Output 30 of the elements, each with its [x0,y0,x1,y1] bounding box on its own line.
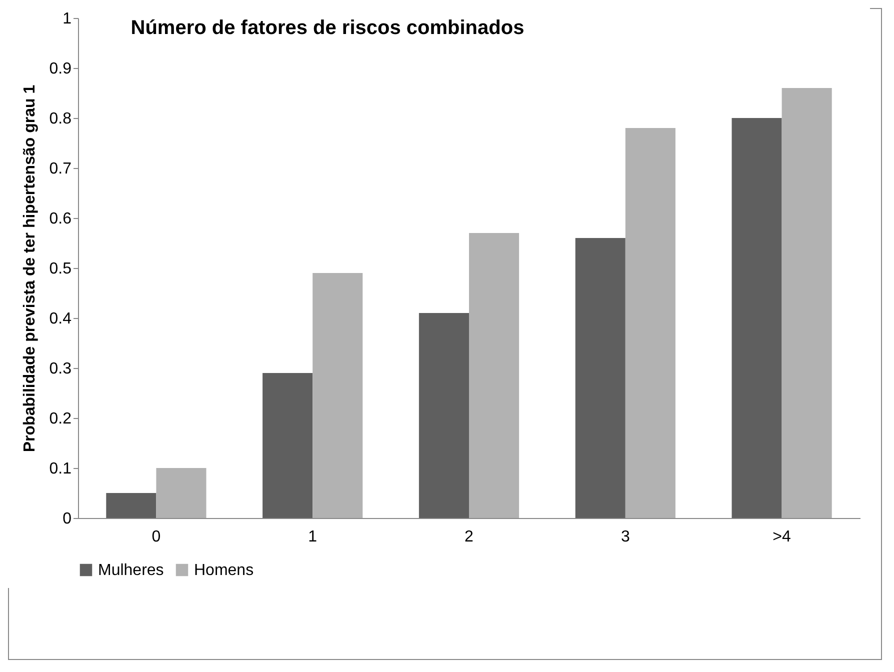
bar [156,468,206,518]
x-tick-label: >4 [772,528,792,546]
bar [469,233,520,518]
x-tick-label: 3 [620,528,630,546]
y-tick-label: 0.2 [49,410,72,428]
chart-title: Número de fatores de riscos combinados [130,17,524,39]
bar [782,88,832,518]
x-tick-label: 2 [464,528,474,546]
bar [312,273,363,518]
legend-label: Homens [194,562,254,579]
y-tick-label: 0.8 [49,110,72,128]
y-tick-label: 0.5 [49,260,72,278]
bar [732,118,782,518]
bar [106,493,156,518]
y-tick-label: 0.1 [49,460,72,478]
legend-label: Mulheres [98,562,164,579]
y-tick-label: 1 [62,10,72,28]
y-tick-label: 0.3 [49,360,72,378]
y-tick-label: 0 [62,510,72,528]
y-tick-label: 0.7 [49,160,72,178]
y-axis-title: Probabilidade prevista de ter hipertensão grau 1 [21,84,38,452]
y-tick-label: 0.9 [49,60,72,78]
x-tick-label: 0 [152,528,161,546]
bar [575,238,626,518]
x-tick-label: 1 [308,528,318,546]
bar [418,313,469,518]
y-tick-label: 0.4 [49,310,72,328]
bar [625,128,676,518]
y-tick-label: 0.6 [49,210,72,228]
bar [262,373,313,518]
